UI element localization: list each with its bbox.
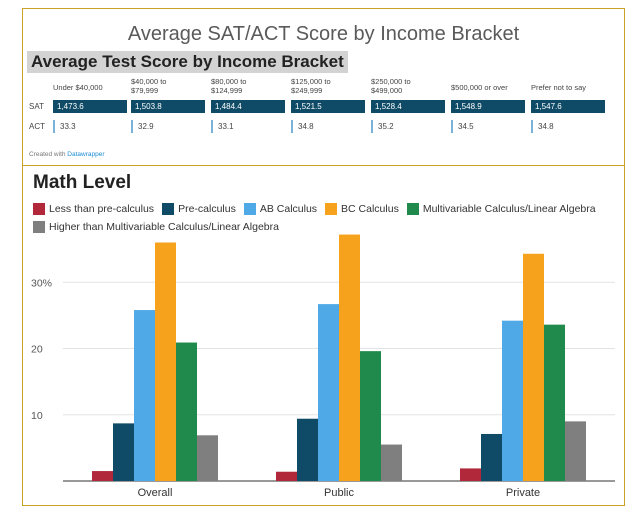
legend-item: AB Calculus: [243, 203, 318, 215]
credit-line: Created with Datawrapper: [29, 151, 105, 158]
legend-item: Higher than Multivariable Calculus/Linea…: [33, 221, 279, 233]
legend-item: BC Calculus: [325, 203, 399, 215]
y-tick-label: 30%: [31, 277, 52, 289]
row-label-sat: SAT: [29, 102, 44, 111]
sat-score-bar: 1,503.8: [131, 100, 205, 113]
bar: [523, 253, 544, 481]
math-level-chart: 10 20 30% Overall Public Private: [31, 234, 615, 499]
legend-label: Multivariable Calculus/Linear Algebra: [422, 203, 596, 215]
income-column-header: $80,000 to $124,999: [211, 77, 247, 95]
sat-score-bar: 1,547.6: [531, 100, 605, 113]
act-score-cell: 32.9: [131, 120, 154, 133]
bar: [176, 342, 197, 481]
act-score-cell: 33.1: [211, 120, 234, 133]
income-column-header: $250,000 to $499,000: [371, 77, 411, 95]
legend-swatch: [406, 203, 419, 215]
x-tick-label: Overall: [138, 487, 173, 499]
legend-label: Higher than Multivariable Calculus/Linea…: [49, 221, 279, 233]
bar: [155, 242, 176, 481]
bar: [92, 471, 113, 481]
legend-swatch: [243, 203, 256, 215]
act-score-cell: 34.8: [531, 120, 554, 133]
bar: [565, 421, 586, 481]
sat-score-bar: 1,484.4: [211, 100, 285, 113]
bar: [481, 433, 502, 481]
legend-swatch: [33, 203, 45, 215]
income-column-header: $500,000 or over: [451, 83, 508, 92]
legend-swatch: [325, 203, 338, 215]
bar: [360, 351, 381, 481]
chart-title: Math Level: [33, 172, 132, 193]
bar: [134, 310, 155, 481]
income-table-panel: Average SAT/ACT Score by Income Bracket …: [22, 8, 625, 166]
act-score-cell: 35.2: [371, 120, 394, 133]
bar: [460, 468, 481, 481]
income-column-header: $125,000 to $249,999: [291, 77, 331, 95]
table-subtitle: Average Test Score by Income Bracket: [27, 51, 348, 73]
chart-legend: Less than pre-calculus Pre-calculus AB Cal…: [33, 202, 623, 238]
legend-item: Multivariable Calculus/Linear Algebra: [406, 203, 596, 215]
legend-label: AB Calculus: [259, 203, 318, 215]
bar: [544, 324, 565, 481]
legend-label: BC Calculus: [341, 203, 399, 215]
credit-prefix: Created with: [29, 151, 68, 158]
act-score-cell: 34.8: [291, 120, 314, 133]
sat-score-bar: 1,548.9: [451, 100, 525, 113]
legend-label: Less than pre-calculus: [49, 203, 155, 215]
main-title: Average SAT/ACT Score by Income Bracket: [127, 23, 520, 45]
bar: [381, 444, 402, 481]
legend-item: Less than pre-calculus: [33, 203, 154, 215]
bar: [502, 320, 523, 481]
sat-score-bar: 1,521.5: [291, 100, 365, 113]
legend-item: Pre-calculus: [162, 203, 236, 215]
bar: [318, 304, 339, 481]
legend-swatch: [33, 221, 45, 233]
bar: [339, 234, 360, 481]
legend-label: Pre-calculus: [178, 203, 236, 215]
act-score-cell: 34.5: [451, 120, 474, 133]
y-tick-label: 10: [31, 410, 43, 422]
x-tick-label: Public: [324, 487, 354, 499]
sat-score-bar: 1,473.6: [53, 100, 127, 113]
bar: [197, 435, 218, 481]
x-tick-label: Private: [506, 487, 540, 499]
bar: [113, 423, 134, 481]
y-tick-label: 20: [31, 344, 43, 356]
math-level-panel: Math Level Less than pre-calculus Pre-cal…: [22, 166, 625, 506]
income-column-header: $40,000 to $79,999: [131, 77, 167, 95]
act-score-cell: 33.3: [53, 120, 76, 133]
datawrapper-link[interactable]: Datawrapper: [67, 151, 105, 158]
legend-swatch: [162, 203, 175, 215]
income-grid: Under $40,000 $40,000 to $79,999 $80,000 to…: [23, 9, 624, 165]
bar: [297, 418, 318, 481]
income-column-header: Prefer not to say: [531, 83, 587, 92]
bar: [276, 471, 297, 481]
sat-score-bar: 1,528.4: [371, 100, 445, 113]
row-label-act: ACT: [29, 122, 45, 131]
income-column-header: Under $40,000: [53, 83, 103, 92]
